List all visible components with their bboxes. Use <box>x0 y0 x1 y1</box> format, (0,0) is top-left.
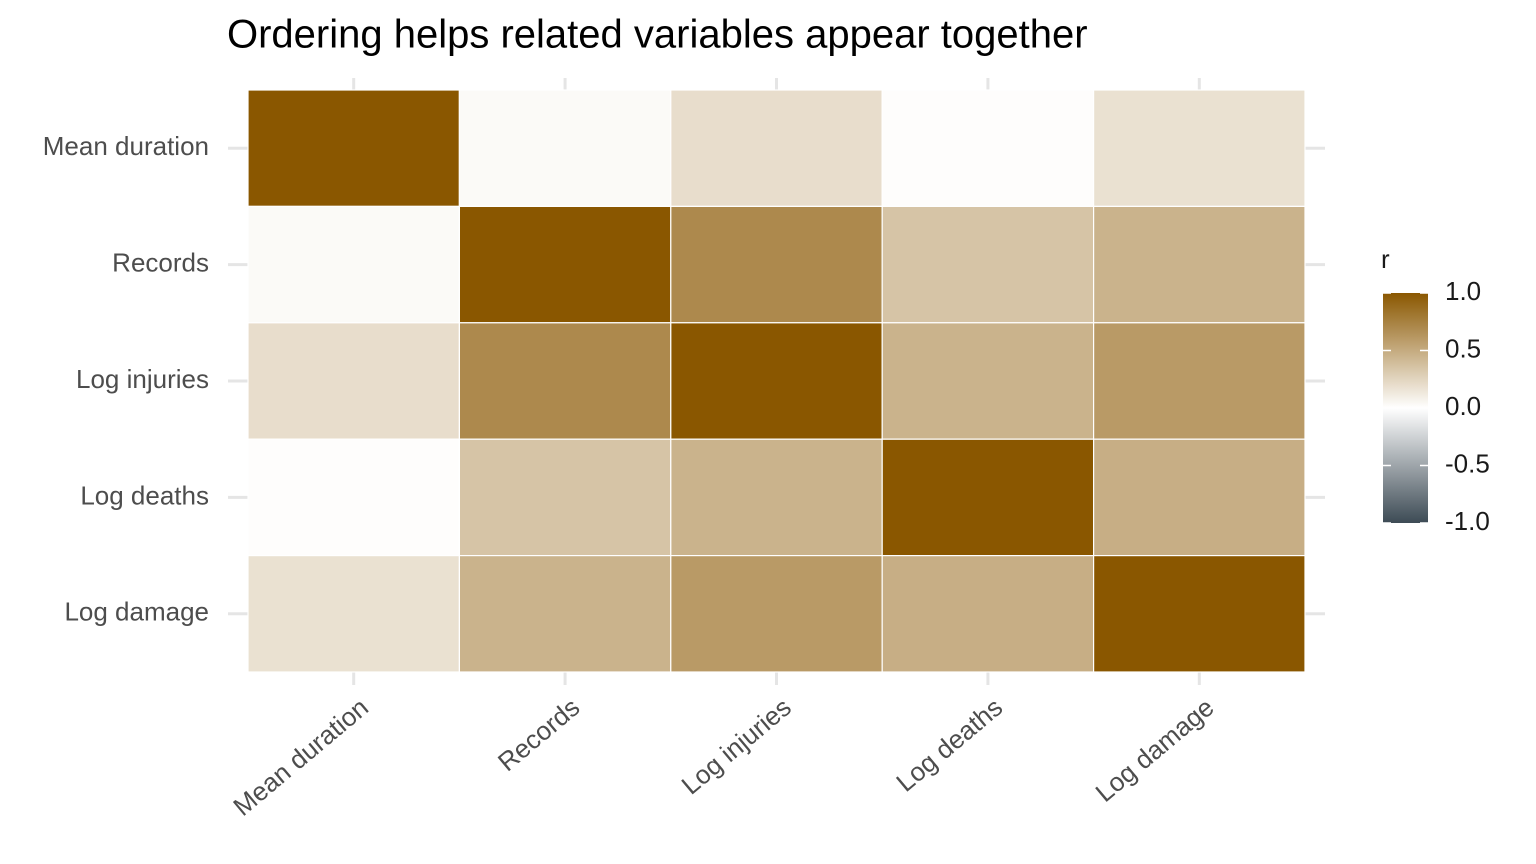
y-tick-label: Records <box>112 247 209 277</box>
heatmap-cell <box>247 438 460 557</box>
chart-title: Ordering helps related variables appear … <box>227 13 1088 57</box>
y-tick-label: Mean duration <box>43 131 209 161</box>
heatmap-cell <box>881 205 1095 324</box>
heatmap-cell <box>881 554 1095 673</box>
x-tick-label: Log damage <box>1090 692 1220 808</box>
heatmap-cell <box>1092 205 1306 324</box>
heatmap-cell <box>458 205 672 324</box>
x-tick-label: Log injuries <box>676 692 797 800</box>
heatmap-cell <box>670 438 883 557</box>
y-tick-label: Log damage <box>64 597 209 627</box>
heatmap-cell <box>458 554 672 673</box>
heatmap-cell <box>458 438 672 557</box>
colorbar-tick-label: 0.5 <box>1445 333 1481 363</box>
heatmap-cell <box>1092 89 1306 208</box>
heatmap-cell <box>247 89 460 208</box>
x-tick-label: Log deaths <box>890 692 1008 798</box>
colorbar-tick-label: 0.0 <box>1445 391 1481 421</box>
heatmap-cell <box>670 554 883 673</box>
colorbar-tick-label: -1.0 <box>1445 506 1490 536</box>
y-tick-label: Log deaths <box>80 480 209 510</box>
heatmap-cell <box>1092 554 1306 673</box>
heatmap-cell <box>670 89 883 208</box>
colorbar-tick-label: 1.0 <box>1445 276 1481 306</box>
heatmap-cell <box>247 205 460 324</box>
heatmap-cell <box>881 89 1095 208</box>
x-tick-label: Records <box>492 692 585 777</box>
heatmap-cell <box>247 554 460 673</box>
x-tick-label: Mean duration <box>227 692 374 822</box>
heatmap-cell <box>881 438 1095 557</box>
heatmap-cell <box>1092 322 1306 440</box>
heatmap-cell <box>670 322 883 440</box>
heatmap-cell <box>1092 438 1306 557</box>
heatmap-cell <box>247 322 460 440</box>
heatmap-cell <box>458 322 672 440</box>
heatmap-cell <box>881 322 1095 440</box>
heatmap-cell <box>670 205 883 324</box>
y-tick-label: Log injuries <box>76 364 209 394</box>
colorbar-tick-label: -0.5 <box>1445 448 1490 478</box>
heatmap-cell <box>458 89 672 208</box>
legend-title: r <box>1381 244 1390 274</box>
